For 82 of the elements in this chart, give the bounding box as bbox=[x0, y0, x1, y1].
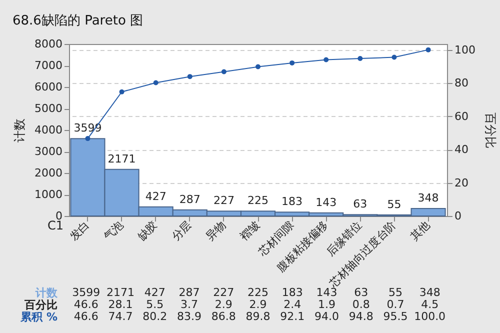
y2-axis-title: 百分比 bbox=[483, 112, 498, 148]
point bbox=[426, 47, 431, 52]
point bbox=[119, 89, 124, 94]
text: 5.5 bbox=[146, 298, 164, 311]
x-tick-label: 分层 bbox=[169, 218, 194, 244]
y-tick-label: 4000 bbox=[34, 124, 62, 136]
y2-tick-label: 60 bbox=[454, 110, 468, 123]
point bbox=[358, 56, 363, 61]
y2-tick-label: 80 bbox=[454, 76, 468, 90]
y-tick-label: 1000 bbox=[34, 188, 62, 201]
data-label: 2171 bbox=[106, 286, 135, 299]
data-label: 3599 bbox=[72, 286, 100, 299]
data-label: 94.8 bbox=[348, 310, 374, 323]
data-label: 63 bbox=[354, 286, 368, 299]
y2-tick-label: 20 bbox=[454, 176, 468, 190]
text: 46.6 bbox=[74, 298, 98, 311]
point bbox=[221, 69, 226, 74]
y-tick-label: 6000 bbox=[34, 80, 62, 94]
data-label: 427 bbox=[144, 286, 166, 299]
y-tick-label: 5000 bbox=[34, 102, 62, 115]
text: 2.4 bbox=[284, 298, 302, 311]
text: 143 bbox=[316, 196, 337, 209]
data-label: 143 bbox=[316, 286, 338, 299]
text: 累积 % bbox=[20, 310, 58, 324]
y-axis-title: 计数 bbox=[12, 118, 27, 142]
data-label: 94.0 bbox=[314, 310, 339, 323]
point bbox=[153, 80, 158, 86]
text: 2.9 bbox=[214, 298, 232, 311]
x-axis-title: C1 bbox=[47, 218, 64, 232]
data-label: 80.2 bbox=[142, 310, 168, 323]
data-label: 225 bbox=[248, 286, 268, 299]
text: 2171 bbox=[108, 152, 136, 166]
x-tick-label: 气泡 bbox=[101, 218, 126, 244]
data-label: 95.5 bbox=[383, 310, 408, 323]
text: 0.8 bbox=[352, 298, 370, 311]
x-tick-label: 缺胶 bbox=[135, 218, 160, 244]
text: 4.5 bbox=[421, 298, 439, 311]
point bbox=[290, 60, 295, 66]
text: 287 bbox=[179, 192, 200, 206]
text: 0.7 bbox=[386, 298, 404, 311]
y-tick-label: 8000 bbox=[34, 38, 62, 50]
text: 百分比 bbox=[24, 298, 58, 312]
x-tick-label: 发白 bbox=[67, 218, 92, 244]
data-label: 92.1 bbox=[280, 310, 305, 323]
data-label: 287 bbox=[178, 286, 200, 299]
data-label: 100.0 bbox=[414, 310, 446, 323]
text: 227 bbox=[213, 194, 234, 208]
text: 计数 bbox=[34, 286, 58, 300]
data-label: 89.8 bbox=[246, 310, 270, 323]
data-label: 348 bbox=[419, 286, 440, 299]
data-label: 74.7 bbox=[108, 310, 133, 323]
x-tick-label: 褶皱 bbox=[237, 218, 262, 244]
y-tick-label: 7000 bbox=[34, 59, 62, 72]
data-label: 83.9 bbox=[177, 310, 202, 323]
y2-tick-label: 40 bbox=[454, 143, 468, 156]
data-label: 227 bbox=[213, 286, 234, 299]
text: 3.7 bbox=[180, 298, 198, 311]
point bbox=[85, 136, 90, 142]
data-label: 183 bbox=[282, 286, 303, 299]
point bbox=[187, 74, 192, 80]
data-label: 46.6 bbox=[74, 310, 98, 323]
x-tick-label: 异物 bbox=[203, 218, 228, 244]
data-label: 86.8 bbox=[211, 310, 236, 323]
text: 183 bbox=[282, 195, 303, 208]
point bbox=[256, 64, 260, 70]
y-tick-label: 3000 bbox=[34, 145, 62, 158]
text: 63 bbox=[353, 198, 368, 211]
text: 28.1 bbox=[108, 298, 133, 311]
y-tick-label: 2000 bbox=[34, 166, 62, 180]
text: 348 bbox=[418, 192, 439, 205]
y2-tick-label: 0 bbox=[454, 210, 462, 222]
data-label: 55 bbox=[388, 286, 402, 299]
point bbox=[392, 54, 397, 60]
text: 2.9 bbox=[249, 298, 267, 311]
point bbox=[324, 57, 329, 62]
text: 427 bbox=[145, 190, 166, 203]
text: 225 bbox=[248, 194, 268, 208]
y2-tick-label: 100 bbox=[454, 43, 476, 56]
x-tick-label: 其他 bbox=[408, 218, 433, 244]
text: 1.9 bbox=[318, 298, 336, 311]
text: 55 bbox=[387, 198, 402, 211]
chart-title: 68.6缺陷的 Pareto 图 bbox=[12, 14, 144, 28]
